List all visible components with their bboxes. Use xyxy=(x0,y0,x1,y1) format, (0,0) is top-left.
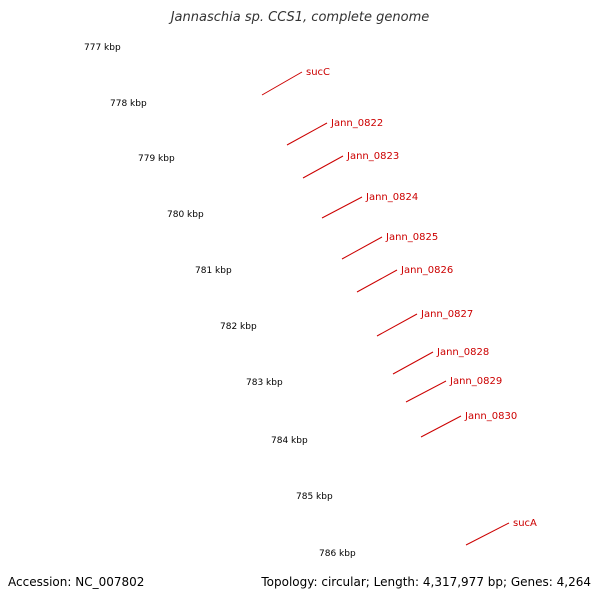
gene-label-succ: sucC xyxy=(306,67,330,78)
gene-label-jann-0826: Jann_0826 xyxy=(400,265,453,276)
gene-label-jann-0822: Jann_0822 xyxy=(330,118,383,129)
scale-label: 777 kbp xyxy=(84,43,121,53)
leader-line xyxy=(392,351,434,375)
scale-label: 779 kbp xyxy=(138,154,175,164)
gene-label-jann-0825: Jann_0825 xyxy=(385,232,438,243)
accession-text: Accession: NC_007802 xyxy=(8,575,145,589)
leader-line xyxy=(420,415,462,438)
leader-line xyxy=(341,236,383,260)
leader-line xyxy=(286,122,328,146)
scale-label: 785 kbp xyxy=(296,492,333,502)
scale-label: 781 kbp xyxy=(195,266,232,276)
leader-line xyxy=(376,313,418,337)
gene-labels: sucC Jann_0822 Jann_0823 Jann_0824 Jann_… xyxy=(306,67,537,529)
scale-labels: 777 kbp 778 kbp 779 kbp 780 kbp 781 kbp … xyxy=(84,43,356,559)
gene-label-suca: sucA xyxy=(513,518,537,529)
label-leader-lines xyxy=(261,71,510,546)
scale-label: 782 kbp xyxy=(220,322,257,332)
gene-label-jann-0827: Jann_0827 xyxy=(420,309,473,320)
scale-label: 778 kbp xyxy=(110,99,147,109)
leader-line xyxy=(302,155,344,179)
leader-line xyxy=(405,380,447,403)
leader-line xyxy=(356,269,398,293)
topology-summary: Topology: circular; Length: 4,317,977 bp… xyxy=(261,575,591,589)
gene-label-jann-0829: Jann_0829 xyxy=(449,376,502,387)
leader-line xyxy=(465,522,510,546)
gene-label-jann-0823: Jann_0823 xyxy=(346,151,399,162)
leader-line xyxy=(321,196,363,219)
gene-label-jann-0828: Jann_0828 xyxy=(436,347,489,358)
scale-label: 780 kbp xyxy=(167,210,204,220)
gene-label-jann-0830: Jann_0830 xyxy=(464,411,517,422)
scale-label: 784 kbp xyxy=(271,436,308,446)
map-title: Jannaschia sp. CCS1, complete genome xyxy=(170,10,430,25)
scale-label: 786 kbp xyxy=(319,549,356,559)
gene-label-jann-0824: Jann_0824 xyxy=(365,192,418,203)
scale-label: 783 kbp xyxy=(246,378,283,388)
leader-line xyxy=(261,71,303,96)
